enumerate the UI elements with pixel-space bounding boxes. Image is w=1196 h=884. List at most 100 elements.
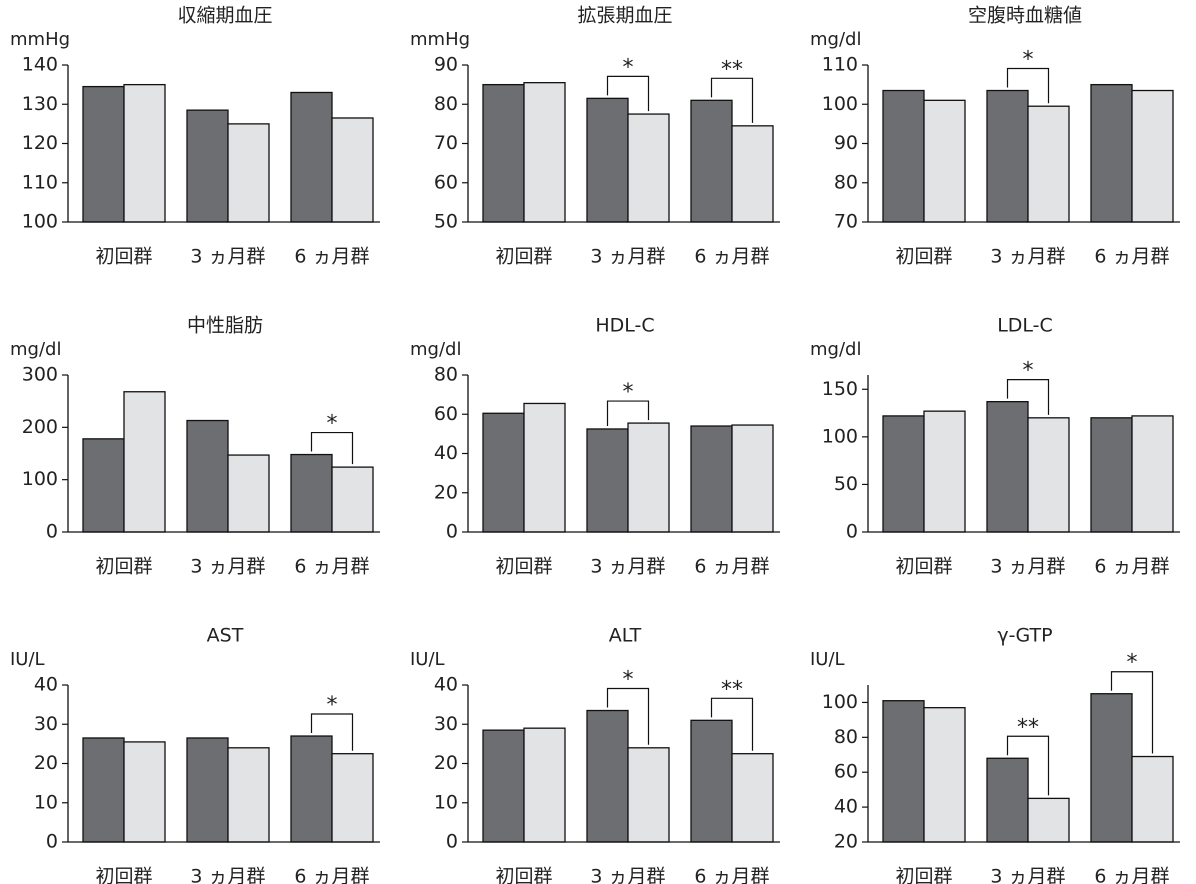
y-tick-label: 50 bbox=[834, 473, 858, 495]
x-tick-label: 初回群 bbox=[95, 866, 152, 884]
bar bbox=[290, 91, 333, 223]
y-tick-label: 70 bbox=[834, 211, 858, 233]
chart: LDL-C mg/dl 0 50 100 150 初回群 3 ヵ月群 6 ヵ月群 * bbox=[810, 315, 1180, 578]
bar bbox=[482, 412, 525, 533]
x-tick-label: 初回群 bbox=[895, 246, 952, 268]
bar bbox=[482, 83, 525, 223]
y-tick-label: 90 bbox=[834, 132, 858, 154]
bar bbox=[1090, 693, 1133, 843]
y-tick-label: 140 bbox=[22, 54, 58, 76]
x-tick-label: 初回群 bbox=[95, 556, 152, 578]
x-tick-label: 3 ヵ月群 bbox=[590, 246, 665, 268]
bar bbox=[627, 422, 670, 533]
x-tick-label: 初回群 bbox=[895, 866, 952, 884]
y-axis-label: mg/dl bbox=[810, 29, 861, 50]
chart-title: 空腹時血糖値 bbox=[968, 5, 1082, 27]
y-tick-label: 110 bbox=[822, 54, 858, 76]
y-tick-label: 90 bbox=[434, 54, 458, 76]
bar bbox=[690, 99, 733, 223]
y-tick-label: 20 bbox=[434, 752, 458, 774]
significance-bracket bbox=[606, 75, 650, 112]
chart-title: 拡張期血圧 bbox=[577, 5, 672, 27]
y-axis-label: mg/dl bbox=[410, 339, 461, 360]
x-tick-label: 6 ヵ月群 bbox=[294, 866, 369, 884]
bar bbox=[123, 391, 166, 533]
x-tick-label: 初回群 bbox=[495, 866, 552, 884]
x-tick-label: 6 ヵ月群 bbox=[294, 556, 369, 578]
y-tick-label: 30 bbox=[434, 713, 458, 735]
x-tick-label: 6 ヵ月群 bbox=[1094, 866, 1169, 884]
y-axis-label: IU/L bbox=[10, 649, 45, 670]
x-tick-label: 6 ヵ月群 bbox=[1094, 556, 1169, 578]
x-tick-label: 6 ヵ月群 bbox=[694, 866, 769, 884]
y-axis-label: IU/L bbox=[810, 649, 845, 670]
x-tick-label: 初回群 bbox=[95, 246, 152, 268]
y-tick-label: 0 bbox=[46, 521, 58, 543]
chart-title: γ-GTP bbox=[997, 625, 1052, 647]
y-tick-label: 20 bbox=[834, 831, 858, 853]
y-tick-label: 200 bbox=[22, 416, 58, 438]
bar bbox=[82, 85, 125, 223]
chart-title: HDL-C bbox=[595, 315, 654, 337]
x-tick-label: 初回群 bbox=[495, 556, 552, 578]
chart: AST IU/L 0 10 20 30 40 初回群 3 ヵ月群 6 ヵ月群 * bbox=[10, 625, 380, 884]
significance-label: * bbox=[1023, 48, 1034, 73]
significance-label: ** bbox=[721, 57, 743, 82]
y-tick-label: 120 bbox=[22, 132, 58, 154]
bar bbox=[986, 400, 1029, 533]
bar bbox=[290, 735, 333, 843]
bar bbox=[882, 415, 925, 533]
y-tick-label: 20 bbox=[34, 752, 58, 774]
y-tick-label: 60 bbox=[834, 761, 858, 783]
y-tick-label: 300 bbox=[22, 364, 58, 386]
bar bbox=[1090, 417, 1133, 533]
y-tick-label: 130 bbox=[22, 93, 58, 115]
y-axis-label: mmHg bbox=[10, 29, 70, 50]
significance-bracket bbox=[310, 713, 354, 751]
y-tick-label: 150 bbox=[822, 378, 858, 400]
chart: 収縮期血圧 mmHg 100 110 120 130 140 初回群 3 ヵ月群 6 ヵ月群 bbox=[10, 5, 380, 268]
chart: HDL-C mg/dl 0 20 40 60 80 初回群 3 ヵ月群 6 ヵ月群 * bbox=[410, 315, 780, 578]
y-tick-label: 100 bbox=[822, 425, 858, 447]
bar bbox=[627, 113, 670, 223]
bar bbox=[586, 709, 629, 843]
bar bbox=[331, 466, 374, 533]
significance-label: * bbox=[623, 380, 634, 405]
chart-title: 中性脂肪 bbox=[187, 315, 263, 337]
y-tick-label: 80 bbox=[434, 364, 458, 386]
y-tick-label: 80 bbox=[834, 171, 858, 193]
significance-bracket bbox=[710, 77, 754, 123]
bar bbox=[186, 109, 229, 223]
bar bbox=[523, 727, 566, 843]
bar bbox=[123, 741, 166, 843]
bar bbox=[731, 424, 774, 533]
bar bbox=[123, 83, 166, 223]
bar bbox=[290, 453, 333, 533]
y-tick-label: 100 bbox=[22, 211, 58, 233]
y-axis-label: mg/dl bbox=[10, 339, 61, 360]
bar bbox=[690, 719, 733, 843]
y-axis-label: mg/dl bbox=[810, 339, 861, 360]
y-tick-label: 30 bbox=[34, 713, 58, 735]
significance-label: ** bbox=[1017, 715, 1039, 740]
y-tick-label: 110 bbox=[22, 171, 58, 193]
x-tick-label: 6 ヵ月群 bbox=[294, 246, 369, 268]
bar bbox=[331, 753, 374, 843]
y-tick-label: 80 bbox=[834, 726, 858, 748]
y-tick-label: 70 bbox=[434, 132, 458, 154]
x-tick-label: 3 ヵ月群 bbox=[590, 556, 665, 578]
bar bbox=[186, 737, 229, 843]
bar bbox=[882, 700, 925, 843]
x-tick-label: 3 ヵ月群 bbox=[190, 246, 265, 268]
bar bbox=[523, 82, 566, 223]
y-tick-label: 0 bbox=[46, 831, 58, 853]
bar bbox=[731, 753, 774, 843]
y-tick-label: 40 bbox=[34, 674, 58, 696]
chart-title: LDL-C bbox=[997, 315, 1053, 337]
bar bbox=[1027, 105, 1070, 223]
bar bbox=[627, 747, 670, 843]
